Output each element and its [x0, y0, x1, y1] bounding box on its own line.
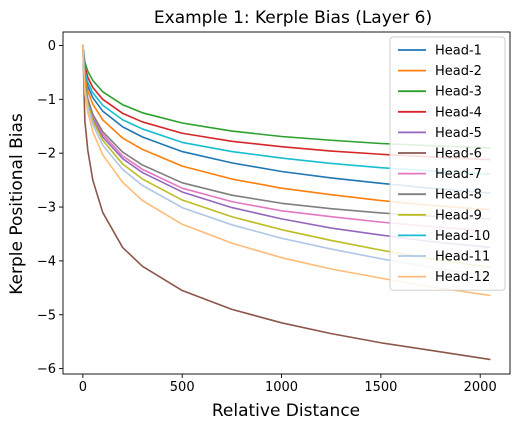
legend-label: Head-10	[435, 229, 490, 244]
chart-title: Example 1: Kerple Bias (Layer 6)	[154, 8, 432, 28]
x-tick-label: 1500	[364, 380, 397, 395]
series-line-1	[82, 44, 491, 194]
y-tick-label: −6	[37, 362, 56, 377]
series-line-4	[82, 44, 491, 161]
x-tick-label: 0	[79, 380, 87, 395]
legend-label: Head-3	[435, 85, 482, 100]
x-tick-label: 500	[170, 380, 195, 395]
y-tick-label: −4	[37, 254, 56, 269]
legend-label: Head-12	[435, 270, 490, 285]
x-axis-label: Relative Distance	[212, 401, 360, 421]
x-tick-label: 2000	[464, 380, 497, 395]
series-line-10	[82, 44, 491, 175]
legend-label: Head-7	[435, 167, 482, 182]
x-tick-label: 1000	[265, 380, 298, 395]
y-axis: 0 −1 −2 −3 −4 −5 −6	[37, 39, 63, 377]
plot-area	[62, 31, 511, 375]
legend-label: Head-2	[435, 64, 482, 79]
series-line-3	[82, 44, 491, 149]
y-axis-label: Kerple Positional Bias	[7, 113, 27, 295]
y-tick-label: −5	[37, 308, 56, 323]
series-line-2	[82, 44, 491, 211]
legend-label: Head-9	[435, 208, 482, 223]
legend: Head-1 Head-2 Head-3 Head-4 Head-5 Head-6 Head…	[389, 36, 506, 291]
legend-box	[389, 36, 506, 291]
legend-label: Head-6	[435, 147, 482, 162]
x-axis: 0 500 1000 1500 2000	[79, 374, 497, 395]
series-line-6	[82, 44, 491, 361]
legend-label: Head-8	[435, 188, 482, 203]
y-tick-label: −1	[37, 93, 56, 108]
series-line-8	[82, 44, 491, 220]
legend-label: Head-11	[435, 250, 490, 265]
y-tick-label: −2	[37, 147, 56, 162]
y-tick-label: 0	[48, 39, 56, 54]
plot-frame	[62, 31, 511, 375]
legend-label: Head-1	[435, 44, 482, 59]
y-tick-label: −3	[37, 201, 56, 216]
legend-label: Head-5	[435, 126, 482, 141]
series-line-12	[82, 44, 491, 297]
legend-label: Head-4	[435, 105, 482, 120]
series-line-11	[82, 44, 491, 278]
